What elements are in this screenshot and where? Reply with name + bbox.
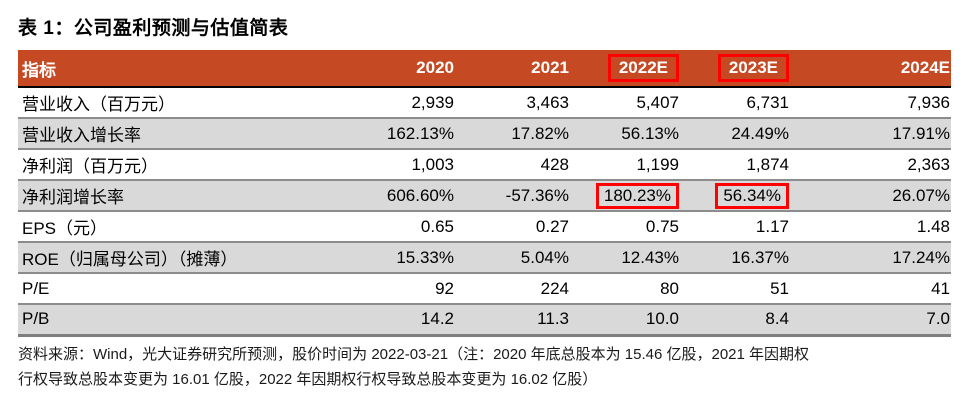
table-row: 净利润（百万元） 1,003 428 1,199 1,874 2,363 xyxy=(18,149,951,181)
row-label: 营业收入增长率 xyxy=(18,118,355,150)
header-cell-2024e: 2024E xyxy=(790,50,951,88)
cell-value: 1,199 xyxy=(570,149,680,181)
cell-value: 24.49% xyxy=(680,118,790,150)
cell-value: 1.48 xyxy=(790,211,951,243)
cell-value: 3,463 xyxy=(455,87,570,119)
table-row: 营业收入增长率 162.13% 17.82% 56.13% 24.49% 17.91% xyxy=(18,118,951,150)
cell-value: -57.36% xyxy=(455,180,570,212)
cell-value: 0.27 xyxy=(455,211,570,243)
header-cell-2023e: 2023E xyxy=(680,50,790,88)
cell-value: 1,003 xyxy=(355,149,455,181)
table-row: EPS（元） 0.65 0.27 0.75 1.17 1.48 xyxy=(18,211,951,243)
highlight-box: 180.23% xyxy=(595,182,679,209)
cell-value: 7.0 xyxy=(790,304,951,337)
cell-value: 224 xyxy=(455,273,570,305)
cell-value: 11.3 xyxy=(455,304,570,337)
cell-value: 17.24% xyxy=(790,242,951,274)
row-label: 营业收入（百万元） xyxy=(18,87,355,119)
table-row: P/B 14.2 11.3 10.0 8.4 7.0 xyxy=(18,304,951,337)
cell-value: 10.0 xyxy=(570,304,680,337)
report-table-section: 表 1：公司盈利预测与估值简表 指标 2020 2021 2022E 2023E 2024… xyxy=(18,18,951,392)
row-label: EPS（元） xyxy=(18,211,355,243)
table-body: 营业收入（百万元） 2,939 3,463 5,407 6,731 7,936 营业收入增长… xyxy=(18,87,951,337)
cell-value: 92 xyxy=(355,273,455,305)
row-label: P/E xyxy=(18,273,355,305)
table-row: ROE（归属母公司）（摊薄） 15.33% 5.04% 12.43% 16.37% 17.… xyxy=(18,242,951,274)
cell-value: 26.07% xyxy=(790,180,951,212)
cell-value: 428 xyxy=(455,149,570,181)
page-title: 表 1：公司盈利预测与估值简表 xyxy=(18,18,289,39)
highlight-box: 2023E xyxy=(717,54,789,82)
cell-value: 56.13% xyxy=(570,118,680,150)
cell-value: 17.91% xyxy=(790,118,951,150)
cell-value: 12.43% xyxy=(570,242,680,274)
forecast-table: 指标 2020 2021 2022E 2023E 2024E 营业收入（百万元） 2,939… xyxy=(18,50,951,337)
table-header-row: 指标 2020 2021 2022E 2023E 2024E xyxy=(18,50,951,88)
cell-value: 606.60% xyxy=(355,180,455,212)
cell-value: 80 xyxy=(570,273,680,305)
row-label: ROE（归属母公司）（摊薄） xyxy=(18,242,355,274)
source-note-line-2: 行权导致总股本变更为 16.01 亿股，2022 年因期权行权导致总股本变更为 … xyxy=(18,370,598,388)
cell-value: 41 xyxy=(790,273,951,305)
cell-value: 5.04% xyxy=(455,242,570,274)
cell-value: 15.33% xyxy=(355,242,455,274)
highlight-box: 2022E xyxy=(607,54,679,82)
source-note-line-1: 资料来源：Wind，光大证券研究所预测，股价时间为 2022-03-21（注：2… xyxy=(18,345,810,363)
cell-value: 5,407 xyxy=(570,87,680,119)
cell-value: 2,363 xyxy=(790,149,951,181)
source-note: 资料来源：Wind，光大证券研究所预测，股价时间为 2022-03-21（注：2… xyxy=(18,342,951,392)
row-label: 净利润（百万元） xyxy=(18,149,355,181)
cell-value: 6,731 xyxy=(680,87,790,119)
cell-value: 56.34% xyxy=(680,180,790,212)
header-cell-2022e: 2022E xyxy=(570,50,680,88)
cell-value: 14.2 xyxy=(355,304,455,337)
cell-value: 0.75 xyxy=(570,211,680,243)
highlight-box: 56.34% xyxy=(715,182,789,209)
cell-value: 1,874 xyxy=(680,149,790,181)
cell-value: 162.13% xyxy=(355,118,455,150)
cell-value: 180.23% xyxy=(570,180,680,212)
cell-value: 7,936 xyxy=(790,87,951,119)
table-row: 净利润增长率 606.60% -57.36% 180.23% 56.34% 26.07% xyxy=(18,180,951,212)
cell-value: 2,939 xyxy=(355,87,455,119)
cell-value: 51 xyxy=(680,273,790,305)
table-row: P/E 92 224 80 51 41 xyxy=(18,273,951,305)
header-cell-metric: 指标 xyxy=(18,50,355,88)
row-label: 净利润增长率 xyxy=(18,180,355,212)
row-label: P/B xyxy=(18,304,355,337)
header-cell-2021: 2021 xyxy=(455,50,570,88)
cell-value: 16.37% xyxy=(680,242,790,274)
cell-value: 1.17 xyxy=(680,211,790,243)
cell-value: 8.4 xyxy=(680,304,790,337)
table-row: 营业收入（百万元） 2,939 3,463 5,407 6,731 7,936 xyxy=(18,87,951,119)
cell-value: 0.65 xyxy=(355,211,455,243)
header-cell-2020: 2020 xyxy=(355,50,455,88)
cell-value: 17.82% xyxy=(455,118,570,150)
